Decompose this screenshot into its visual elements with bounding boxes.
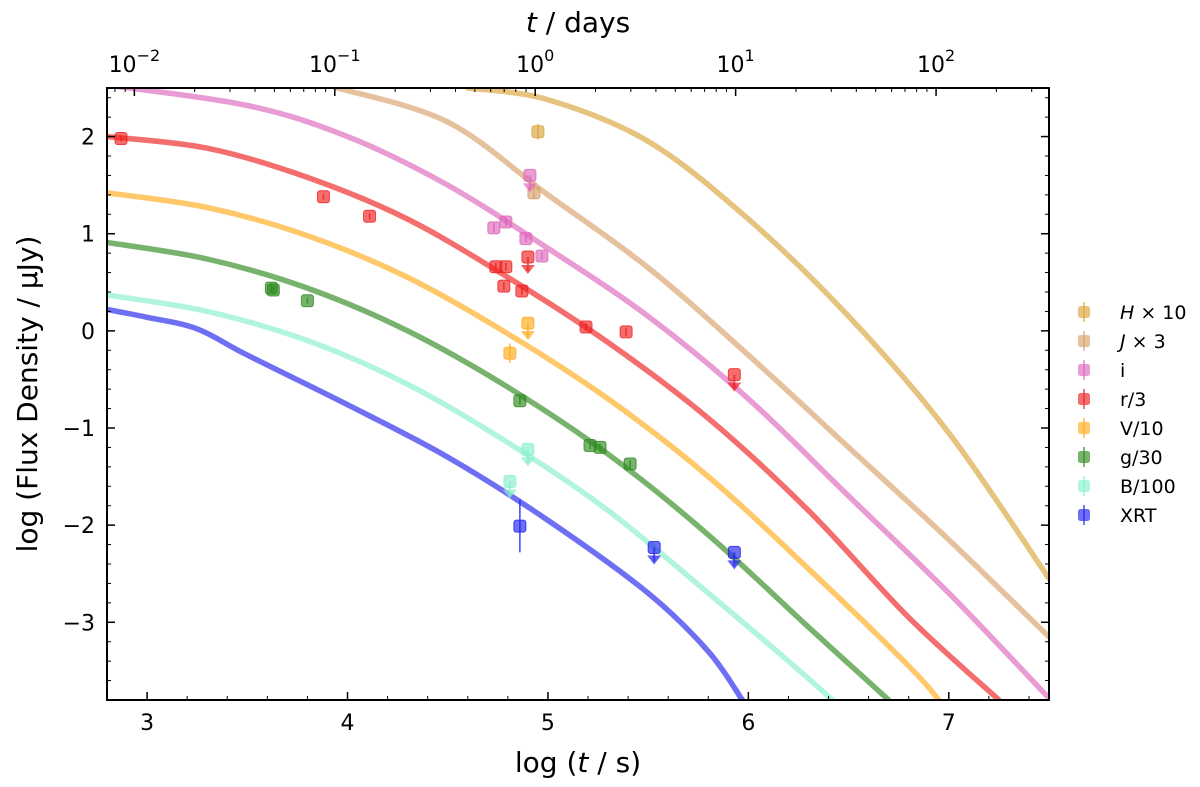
legend-label: i (1120, 360, 1125, 382)
data-point-r (489, 260, 503, 274)
data-point-V (503, 343, 517, 363)
top-tick-label: 100 (516, 46, 554, 78)
legend-item-i: i (1078, 360, 1125, 382)
y-tick-label: −2 (63, 514, 95, 539)
top-axis-title-var: t (526, 6, 538, 39)
top-tick-label: 102 (917, 46, 955, 78)
legend: H × 10 J × 3 i r/3 V/10 g/30 B/100 XRT (1078, 302, 1186, 527)
legend-marker (1078, 306, 1090, 318)
upper-limit-V (520, 316, 535, 341)
y-tick-label: 0 (81, 320, 95, 345)
data-point-i (487, 221, 501, 235)
data-point-r (316, 190, 330, 204)
data-point-i (535, 249, 549, 263)
data-point-H (531, 123, 545, 140)
curve-V (107, 190, 942, 700)
legend-marker (1078, 451, 1090, 463)
x-tick-label: 3 (140, 711, 154, 736)
data-point-r (619, 325, 633, 339)
x-tick-label: 5 (541, 711, 555, 736)
curves-layer (107, 88, 1049, 700)
upper-limit-XRT (647, 540, 662, 565)
data-point-r (515, 284, 529, 298)
data-point-i (499, 215, 513, 229)
x-axis-title-var: t (577, 746, 589, 779)
legend-item-V: V/10 (1078, 418, 1164, 440)
legend-item-g: g/30 (1078, 447, 1163, 469)
top-axis-title: t / days (526, 6, 630, 39)
curve-XRT (107, 306, 746, 700)
curve-B (107, 292, 836, 700)
legend-marker (1078, 509, 1090, 521)
upper-limit-i (522, 168, 537, 193)
legend-item-XRT: XRT (1078, 505, 1157, 527)
top-axis-title-post: / days (537, 6, 630, 39)
legend-marker (1078, 364, 1090, 376)
top-tick-label: 10−1 (309, 46, 361, 78)
data-point-g (513, 394, 527, 408)
legend-label: B/100 (1120, 476, 1176, 498)
data-point-i (519, 232, 533, 246)
legend-label: J × 3 (1116, 331, 1166, 353)
legend-label: H × 10 (1120, 302, 1186, 324)
legend-label: V/10 (1120, 418, 1164, 440)
top-tick-label: 10−2 (109, 46, 161, 78)
legend-marker (1078, 393, 1090, 405)
y-tick-label: 2 (81, 126, 95, 151)
data-point-XRT (513, 499, 527, 553)
data-point-r (497, 279, 511, 293)
data-point-r (499, 260, 513, 274)
legend-item-B: B/100 (1078, 476, 1176, 498)
legend-marker (1078, 335, 1090, 347)
x-tick-label: 4 (341, 711, 355, 736)
legend-label: g/30 (1120, 447, 1163, 469)
legend-marker (1078, 422, 1090, 434)
data-point-r (363, 209, 377, 223)
x-axis-title-pre: log ( (515, 746, 578, 779)
y-tick-label: −3 (63, 611, 95, 636)
x-tick-label: 6 (741, 711, 755, 736)
points-layer (114, 123, 742, 570)
data-point-g (593, 440, 607, 454)
legend-label: r/3 (1120, 389, 1146, 411)
curve-H (465, 88, 1049, 582)
upper-limit-XRT (727, 545, 742, 570)
data-point-r (579, 320, 593, 334)
legend-item-J: J × 3 (1078, 331, 1166, 353)
data-point-g (583, 438, 597, 452)
plot-frame (106, 87, 1050, 701)
legend-marker (1078, 480, 1090, 492)
x-tick-label: 7 (942, 711, 956, 736)
legend-item-r: r/3 (1078, 389, 1146, 411)
legend-item-H: H × 10 (1078, 302, 1186, 324)
upper-limit-r (520, 250, 535, 275)
x-axis-title: log (t / s) (515, 746, 641, 779)
upper-limit-B (502, 474, 517, 499)
curve-g (107, 239, 892, 700)
upper-limit-B (520, 442, 535, 467)
y-axis-title: log (Flux Density / μJy) (11, 236, 44, 553)
y-tick-label: −1 (63, 417, 95, 442)
upper-limit-r (727, 368, 742, 392)
legend-label: XRT (1120, 505, 1157, 527)
curve-J (334, 88, 1049, 640)
data-point-r (114, 132, 128, 146)
top-tick-label: 101 (717, 46, 755, 78)
x-axis-title-post: / s) (588, 746, 641, 779)
y-tick-label: 1 (81, 223, 95, 248)
data-point-g (266, 283, 280, 297)
data-point-g (623, 457, 637, 471)
data-point-g (300, 294, 314, 308)
curve-i (107, 88, 1049, 700)
